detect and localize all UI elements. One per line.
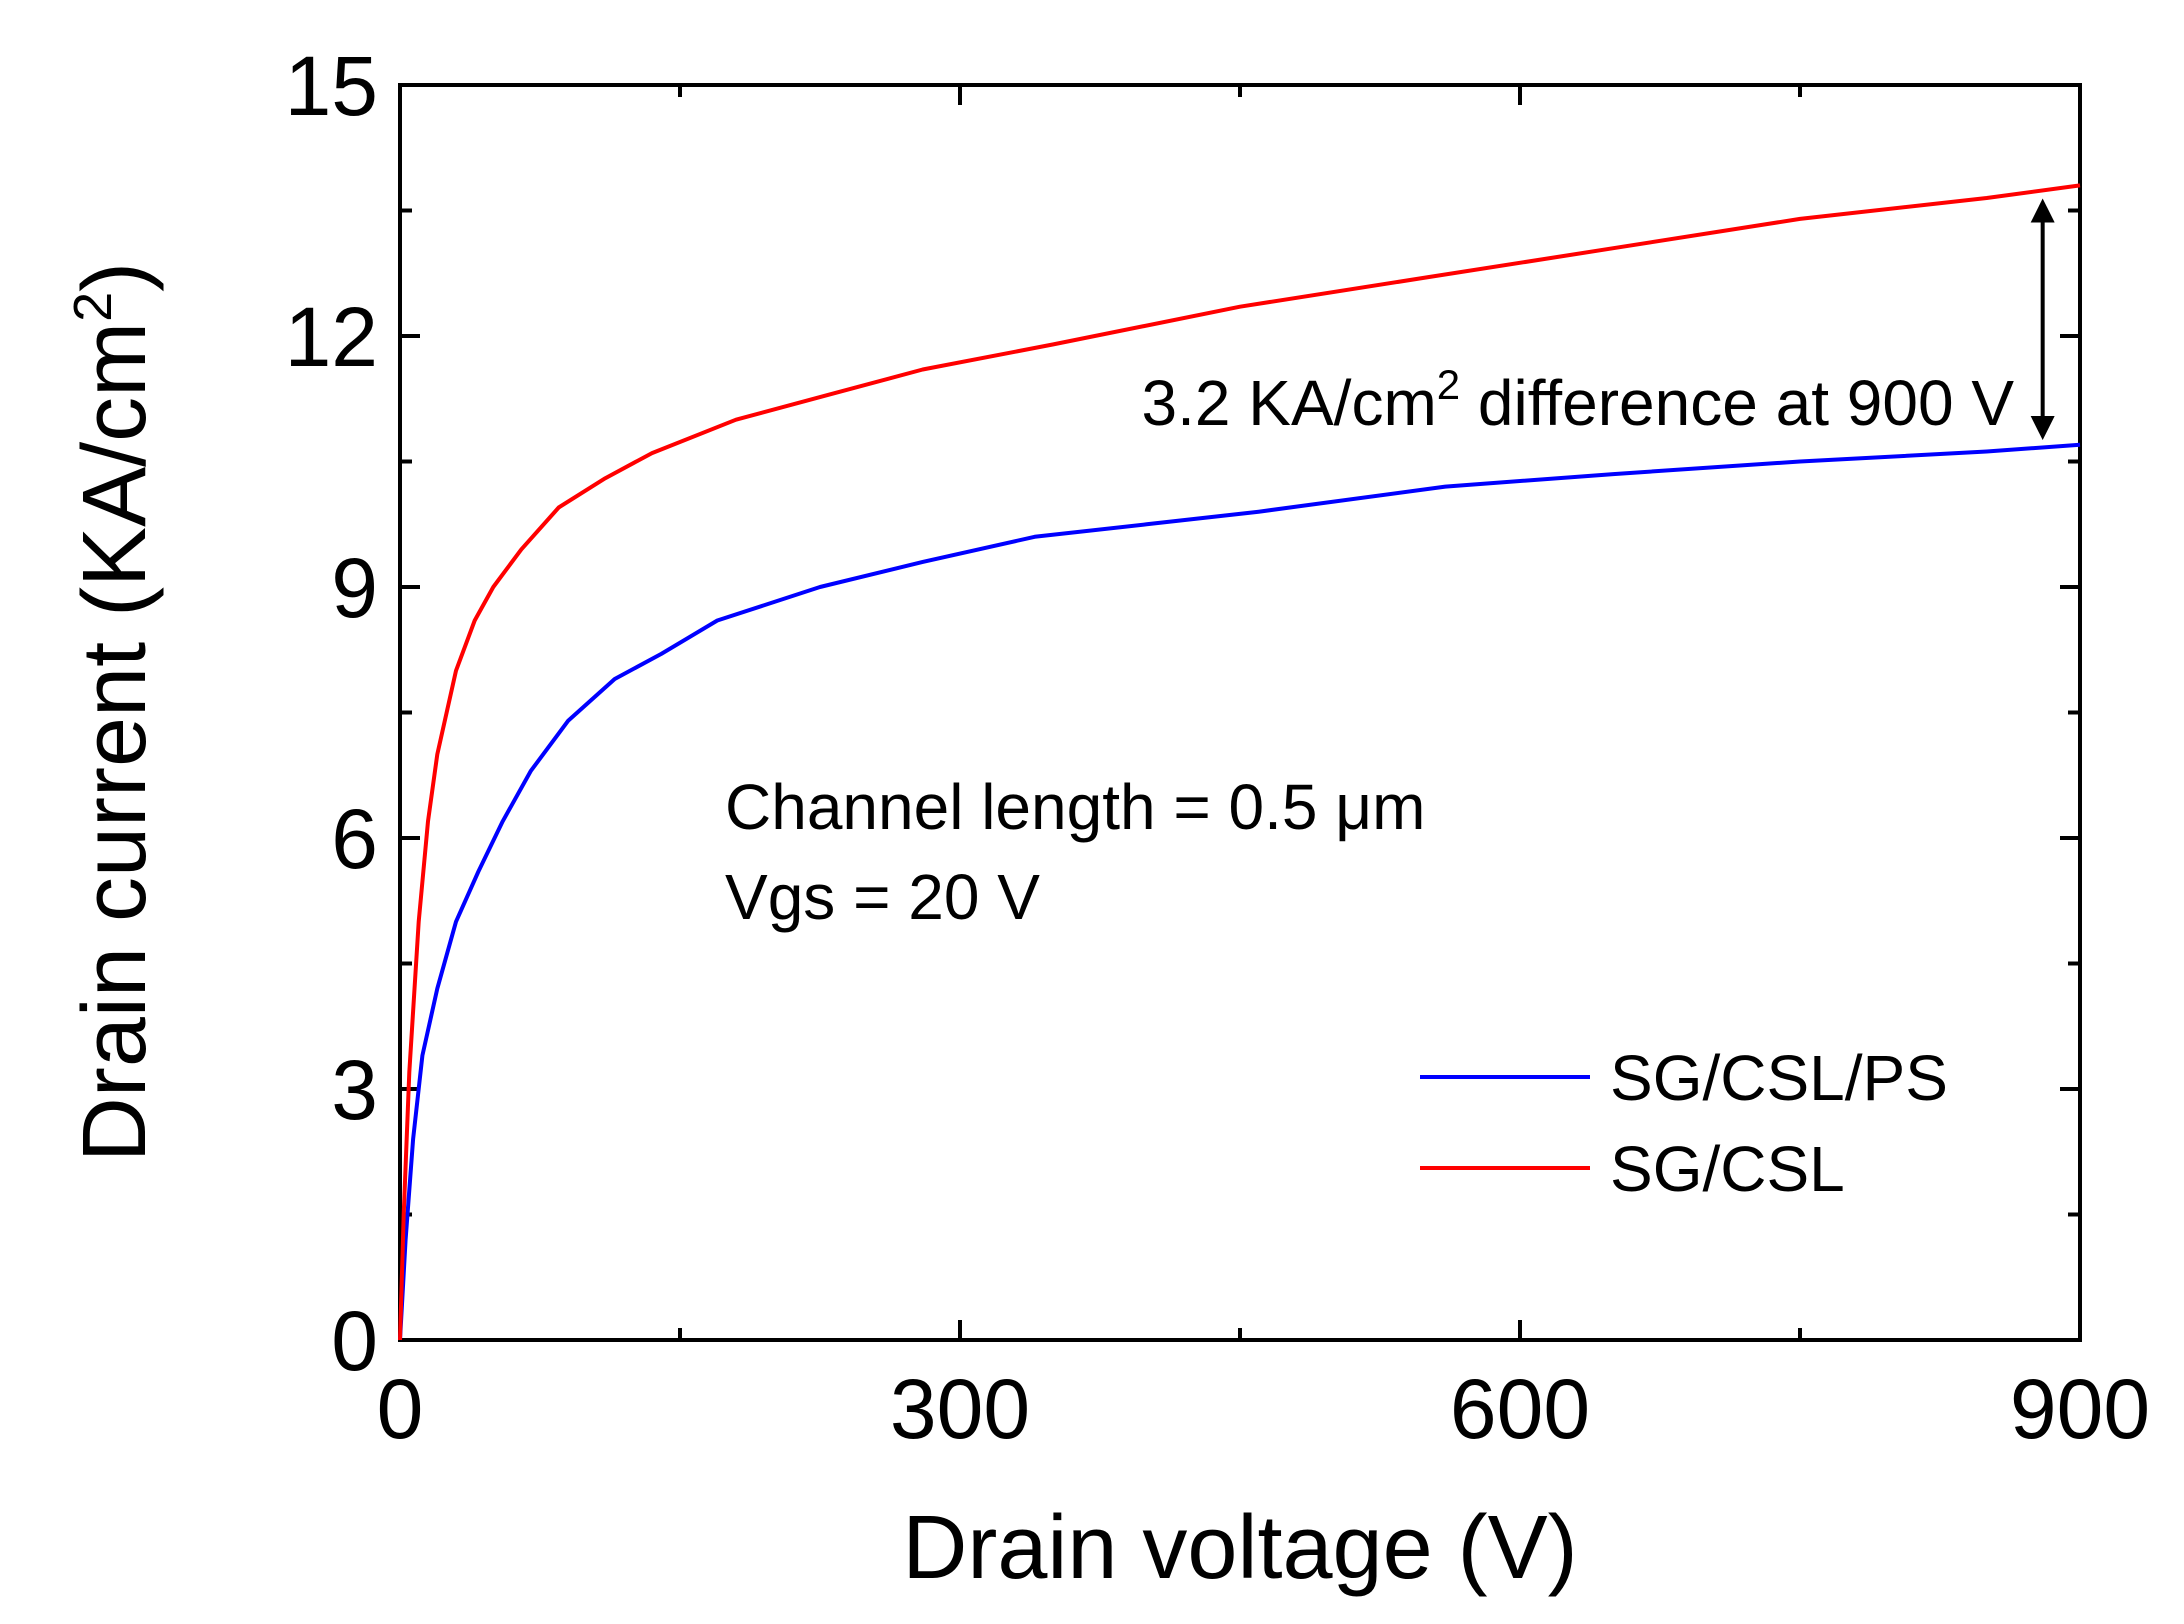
difference-annotation-prefix: 3.2 KA/cm	[1142, 367, 1437, 439]
series-lines	[398, 183, 2081, 1341]
x-axis-title: Drain voltage (V)	[902, 1498, 1577, 1598]
x-tick-label: 0	[377, 1362, 424, 1456]
y-tick-label: 3	[331, 1043, 378, 1137]
y-tick-label: 15	[285, 39, 378, 133]
y-axis-title-main: Drain current (KA/cm	[65, 322, 165, 1162]
condition-channel-length: Channel length = 0.5 μm	[725, 771, 1425, 843]
difference-annotation-suffix: difference at 900 V	[1460, 367, 2014, 439]
y-axis-title: Drain current (KA/cm2)	[63, 262, 165, 1162]
x-tick-label: 300	[890, 1362, 1030, 1456]
legend-label-sg-csl-ps: SG/CSL/PS	[1610, 1042, 1948, 1114]
y-tick-label: 6	[331, 792, 378, 886]
y-tick-label: 12	[285, 290, 378, 384]
axis-ticks	[398, 83, 2082, 1342]
series-line-sg-csl	[398, 183, 2081, 1341]
difference-annotation: 3.2 KA/cm2 difference at 900 V	[1142, 361, 2015, 439]
y-tick-label: 0	[331, 1294, 378, 1388]
y-axis-title-end: )	[65, 262, 165, 292]
y-tick-label: 9	[331, 541, 378, 635]
legend: SG/CSL/PS SG/CSL	[1420, 1042, 1948, 1205]
difference-annotation-superscript: 2	[1437, 361, 1460, 408]
y-axis-title-superscript: 2	[63, 292, 123, 322]
tick-labels: 0 300 600 900 0 3 6 9 12 15	[285, 39, 2151, 1456]
legend-label-sg-csl: SG/CSL	[1610, 1133, 1845, 1205]
condition-vgs: Vgs = 20 V	[725, 861, 1040, 933]
x-tick-label: 900	[2010, 1362, 2150, 1456]
series-line-sg-csl-ps	[398, 442, 2081, 1341]
x-tick-label: 600	[1450, 1362, 1590, 1456]
